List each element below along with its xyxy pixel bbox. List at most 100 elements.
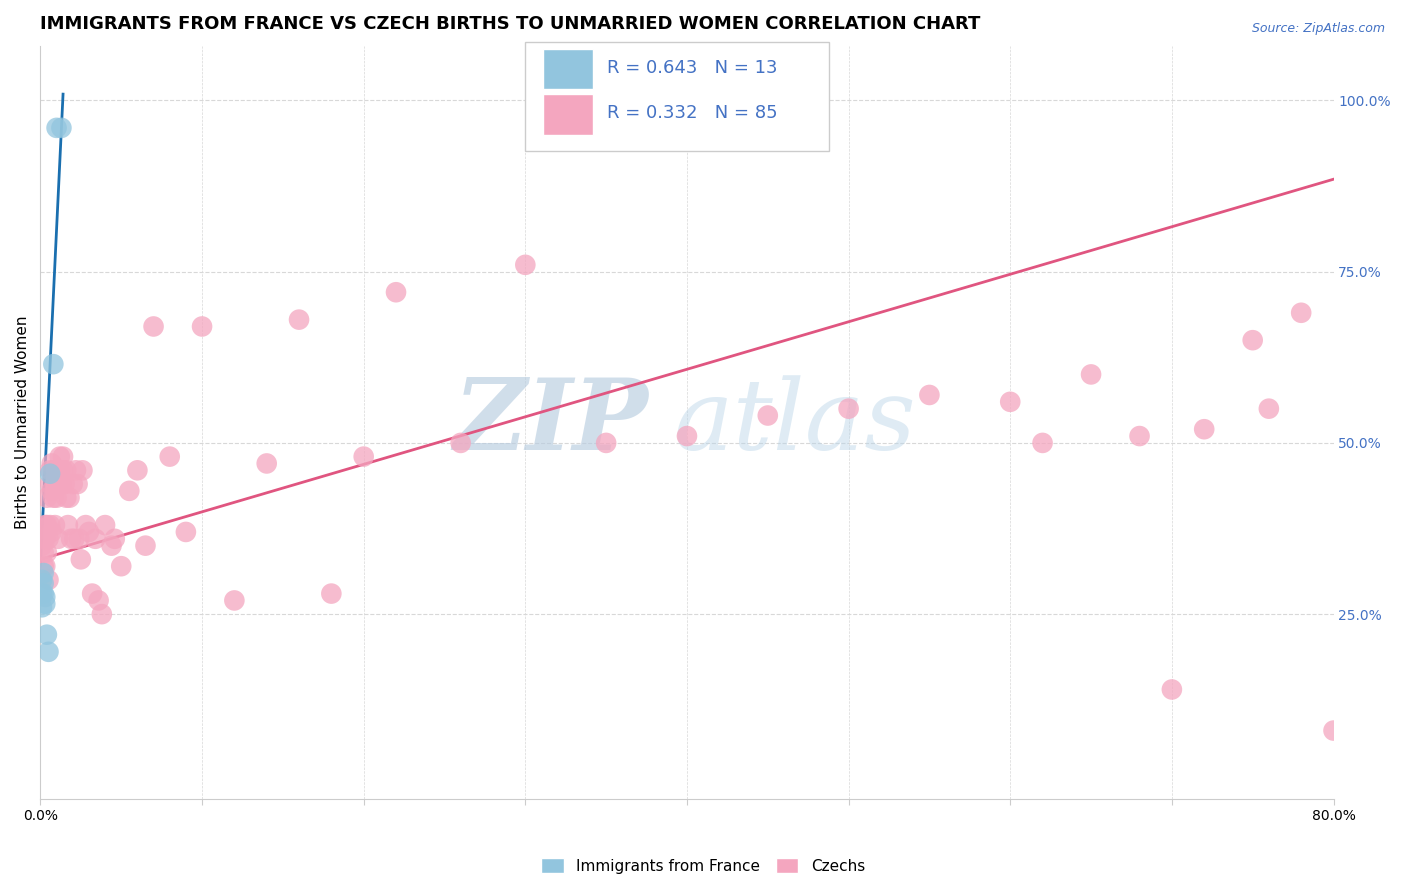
Point xyxy=(42,463,65,477)
Point xyxy=(44,477,66,491)
Legend: Immigrants from France, Czechs: Immigrants from France, Czechs xyxy=(536,852,870,880)
Point xyxy=(321,586,343,600)
Point xyxy=(51,477,73,491)
FancyBboxPatch shape xyxy=(544,49,592,89)
Y-axis label: Births to Unmarried Women: Births to Unmarried Women xyxy=(15,316,30,529)
Point xyxy=(52,463,75,477)
Point xyxy=(77,524,100,539)
Point xyxy=(32,545,55,559)
Point xyxy=(100,539,122,553)
Point xyxy=(49,450,72,464)
Point xyxy=(42,491,65,505)
Point xyxy=(41,457,63,471)
Point xyxy=(45,491,67,505)
Point xyxy=(69,552,91,566)
Text: atlas: atlas xyxy=(673,375,917,470)
Point xyxy=(595,436,617,450)
Point xyxy=(46,477,69,491)
Point xyxy=(63,532,86,546)
Point xyxy=(35,545,58,559)
Point xyxy=(51,120,73,135)
Point xyxy=(450,436,472,450)
Point xyxy=(35,491,58,505)
Point xyxy=(84,532,107,546)
Point xyxy=(1257,401,1279,416)
Point xyxy=(45,463,67,477)
Point xyxy=(1080,368,1102,382)
Point xyxy=(94,518,117,533)
Point xyxy=(65,463,87,477)
Point xyxy=(174,524,197,539)
Text: ZIP: ZIP xyxy=(453,374,648,471)
Text: Source: ZipAtlas.com: Source: ZipAtlas.com xyxy=(1251,22,1385,36)
Point xyxy=(35,518,58,533)
Point xyxy=(1032,436,1054,450)
Point xyxy=(39,477,62,491)
Point xyxy=(159,450,181,464)
Point xyxy=(1289,306,1312,320)
Point xyxy=(34,559,56,574)
Point xyxy=(288,312,311,326)
FancyBboxPatch shape xyxy=(526,42,830,151)
Point xyxy=(515,258,537,272)
Point xyxy=(191,319,214,334)
Point xyxy=(53,477,76,491)
Point xyxy=(110,559,132,574)
FancyBboxPatch shape xyxy=(544,94,592,135)
Point xyxy=(676,429,699,443)
Point xyxy=(49,463,72,477)
Point xyxy=(62,477,84,491)
Point xyxy=(1160,682,1182,697)
Point xyxy=(32,566,55,580)
Point xyxy=(31,586,53,600)
Point xyxy=(34,590,56,604)
Point xyxy=(32,532,55,546)
Point xyxy=(58,491,80,505)
Point xyxy=(87,593,110,607)
Point xyxy=(1192,422,1215,436)
Point xyxy=(60,532,83,546)
Point xyxy=(31,539,53,553)
Text: R = 0.643   N = 13: R = 0.643 N = 13 xyxy=(607,59,778,78)
Point xyxy=(32,559,55,574)
Point xyxy=(75,518,97,533)
Point xyxy=(37,573,59,587)
Point xyxy=(32,576,55,591)
Point xyxy=(104,532,127,546)
Point xyxy=(142,319,165,334)
Point xyxy=(127,463,149,477)
Point xyxy=(72,463,94,477)
Point xyxy=(34,518,56,533)
Point xyxy=(82,586,104,600)
Point xyxy=(1128,429,1150,443)
Point xyxy=(56,518,79,533)
Point xyxy=(32,586,55,600)
Point xyxy=(44,518,66,533)
Point xyxy=(756,409,779,423)
Point xyxy=(31,600,53,615)
Point xyxy=(1322,723,1344,738)
Point xyxy=(31,522,53,536)
Point xyxy=(385,285,408,300)
Point xyxy=(55,491,77,505)
Point xyxy=(35,628,58,642)
Point xyxy=(37,532,59,546)
Point xyxy=(46,532,69,546)
Point xyxy=(31,573,53,587)
Point xyxy=(67,532,90,546)
Point xyxy=(39,463,62,477)
Point xyxy=(55,463,77,477)
Point xyxy=(39,467,62,481)
Point xyxy=(1241,333,1264,347)
Point xyxy=(134,539,156,553)
Point xyxy=(52,450,75,464)
Point xyxy=(838,401,860,416)
Text: R = 0.332   N = 85: R = 0.332 N = 85 xyxy=(607,104,778,122)
Point xyxy=(34,532,56,546)
Point xyxy=(918,388,941,402)
Point xyxy=(45,120,67,135)
Point xyxy=(66,477,89,491)
Text: IMMIGRANTS FROM FRANCE VS CZECH BIRTHS TO UNMARRIED WOMEN CORRELATION CHART: IMMIGRANTS FROM FRANCE VS CZECH BIRTHS T… xyxy=(41,15,981,33)
Point xyxy=(41,483,63,498)
Point xyxy=(42,357,65,371)
